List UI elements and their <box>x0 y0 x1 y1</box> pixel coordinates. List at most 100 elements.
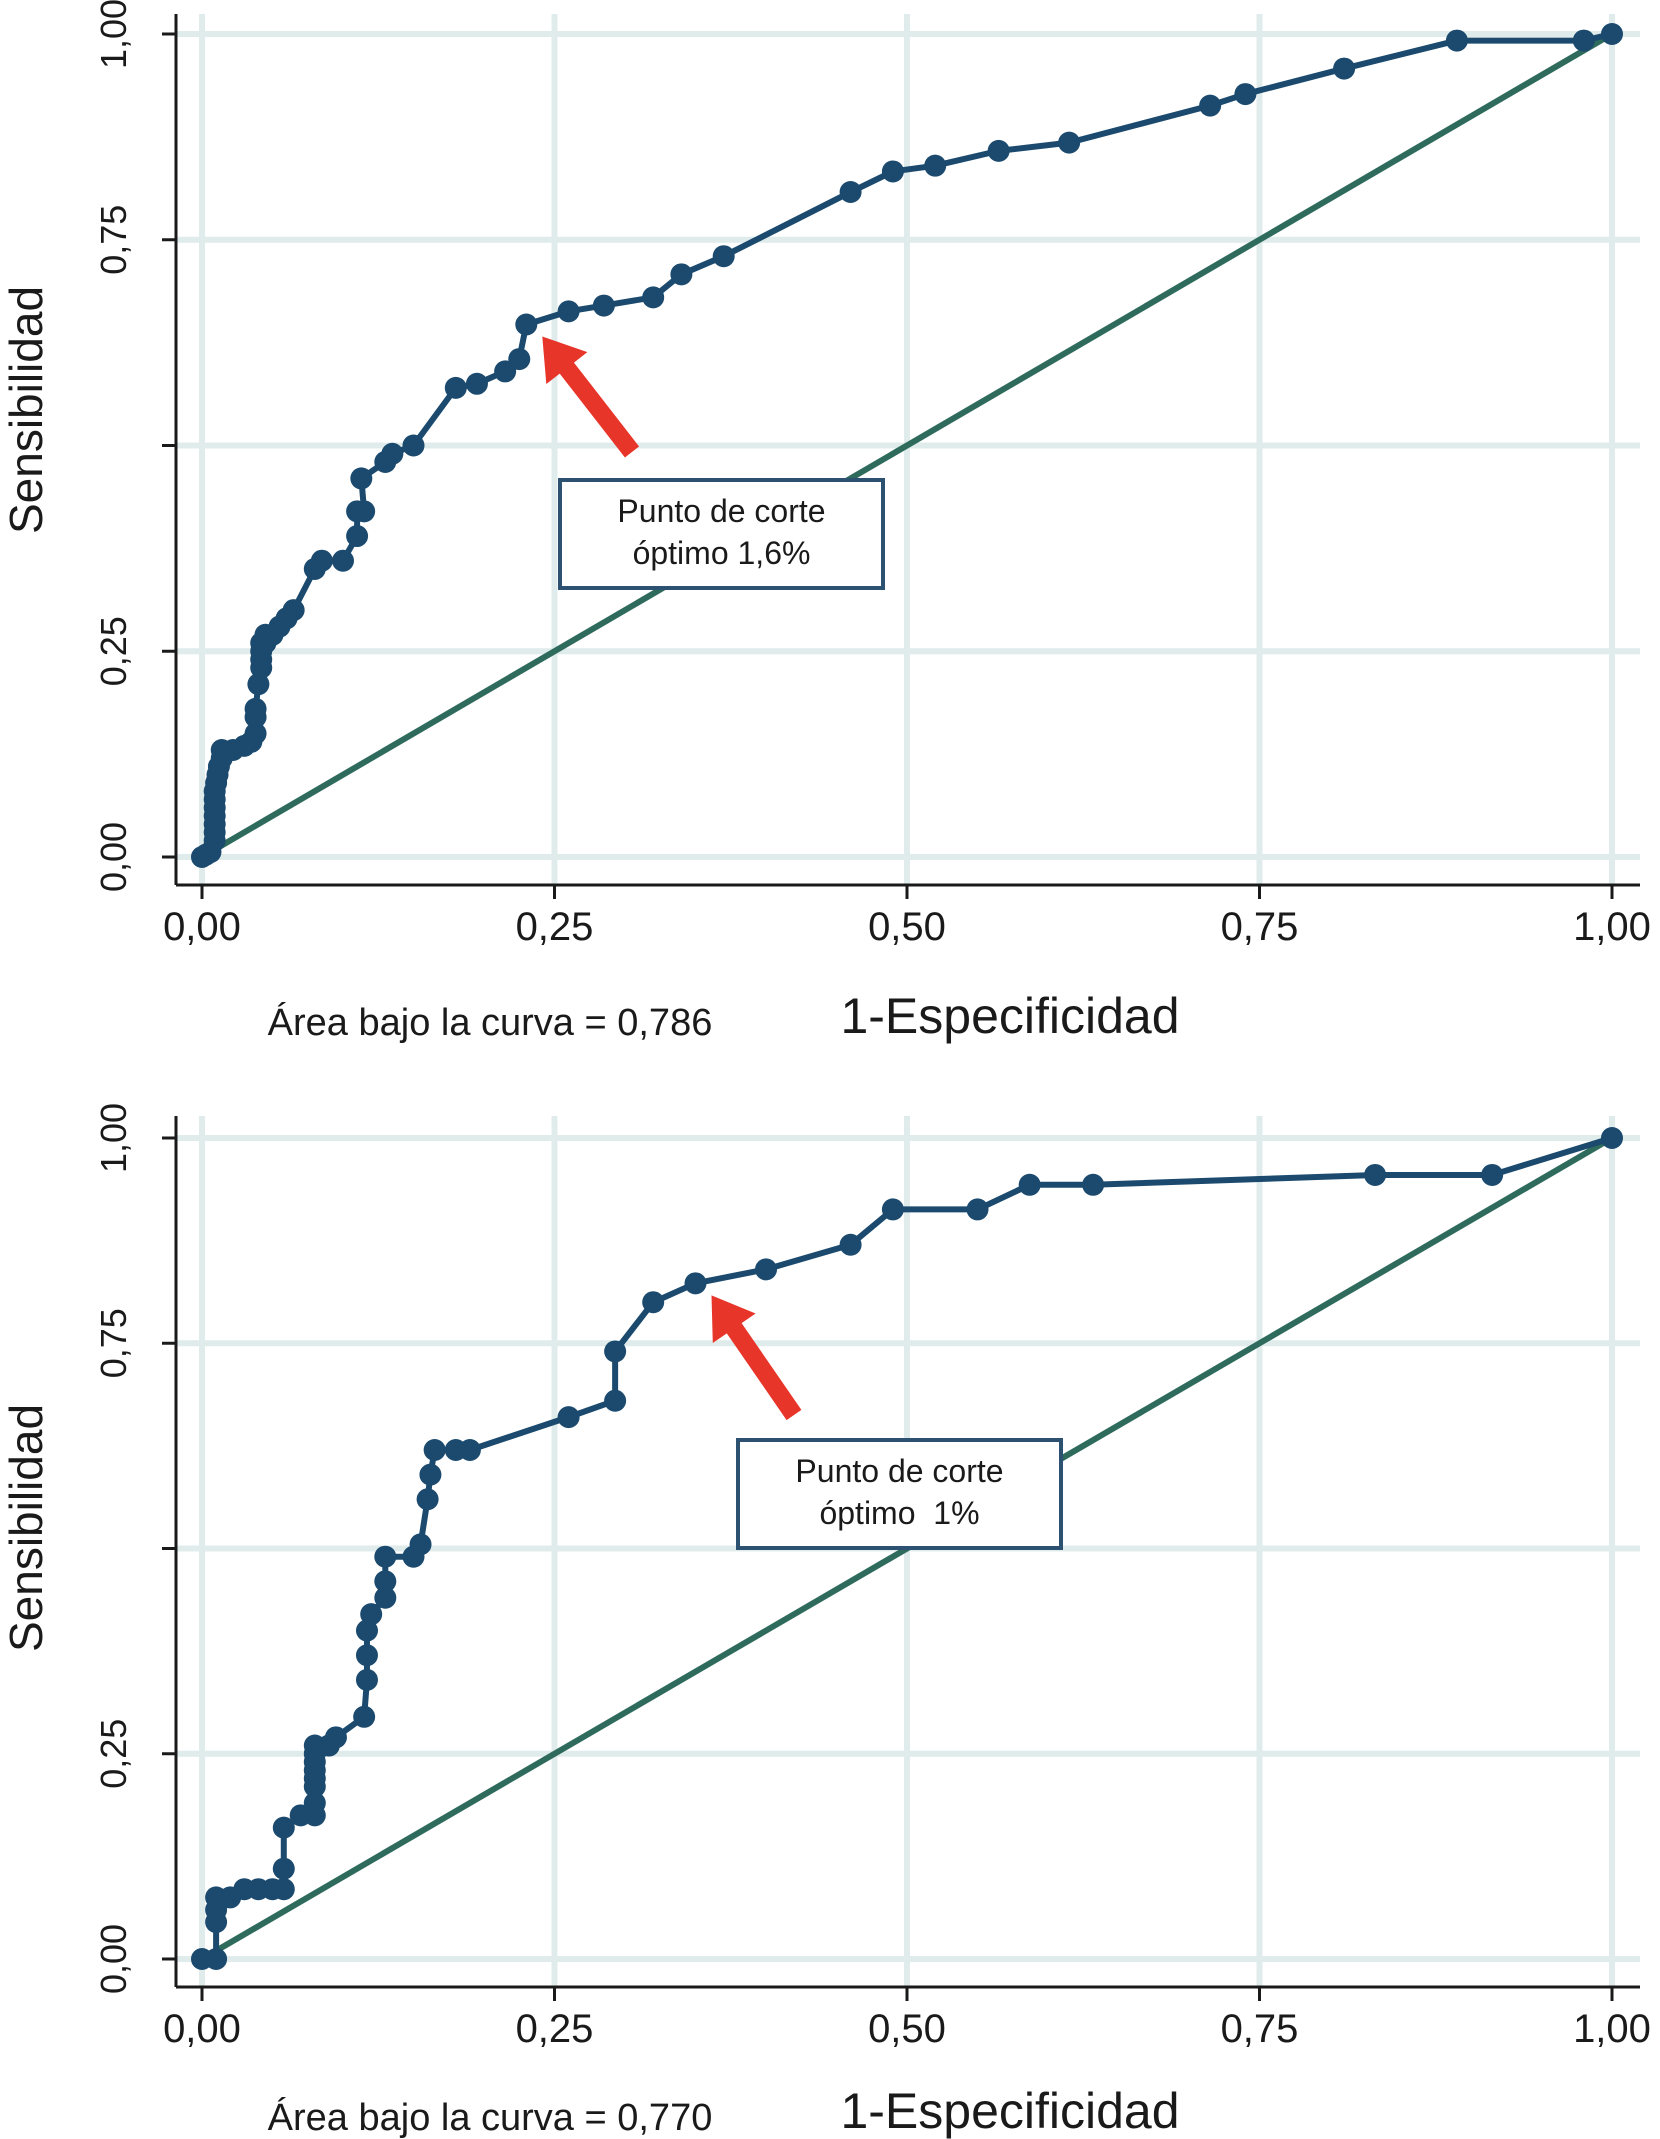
roc-point <box>881 160 904 183</box>
roc-point <box>303 1792 326 1815</box>
gridlines <box>176 14 1640 885</box>
roc-point <box>465 372 488 395</box>
optimal-cutoff-arrow <box>711 1295 802 1421</box>
roc-point <box>310 549 333 572</box>
roc-point <box>350 467 373 490</box>
roc-point <box>604 1340 627 1363</box>
x-tick-label: 0,25 <box>516 905 594 949</box>
roc-point <box>355 1668 378 1691</box>
roc-point <box>374 1586 397 1609</box>
roc-point <box>881 1198 904 1221</box>
roc-point <box>282 599 305 622</box>
x-tick-label: 0,00 <box>163 2007 241 2051</box>
x-axis-title: 1-Especificidad <box>840 2083 1179 2139</box>
annotation-text-line: Punto de corte <box>617 493 825 529</box>
roc-point <box>987 139 1010 162</box>
roc-point <box>360 1603 383 1626</box>
roc-point <box>592 294 615 317</box>
roc-point <box>353 500 376 523</box>
roc-point <box>670 263 693 286</box>
roc-point <box>839 1233 862 1256</box>
roc-point <box>1333 57 1356 80</box>
annotation-text-line: óptimo 1,6% <box>633 535 811 571</box>
y-tick-label: 0,00 <box>93 822 134 892</box>
roc-point <box>684 1272 707 1295</box>
roc-point <box>1445 29 1468 52</box>
roc-point <box>419 1463 442 1486</box>
x-tick-label: 1,00 <box>1573 905 1651 949</box>
roc-point <box>272 1857 295 1880</box>
roc-point <box>1234 83 1257 106</box>
annotation-box <box>736 1438 1063 1550</box>
y-tick-label: 0,25 <box>93 616 134 686</box>
roc-point <box>409 1533 432 1556</box>
roc-point <box>966 1198 989 1221</box>
roc-point <box>557 300 580 323</box>
y-tick-label: 0,75 <box>93 205 134 275</box>
roc-point <box>1199 94 1222 117</box>
roc-point <box>458 1438 481 1461</box>
roc-point <box>515 313 538 336</box>
roc-point <box>1082 1173 1105 1196</box>
roc-point <box>355 1644 378 1667</box>
roc-point <box>924 154 947 177</box>
y-tick-label: 1,00 <box>93 0 134 69</box>
annotation-box <box>558 478 885 590</box>
x-axis-title: 1-Especificidad <box>840 988 1179 1044</box>
roc-point <box>205 1948 228 1970</box>
x-tick-label: 0,75 <box>1221 2007 1299 2051</box>
x-tick-label: 0,00 <box>163 905 241 949</box>
y-axis-title: Sensibilidad <box>0 286 52 534</box>
x-tick-label: 0,75 <box>1221 905 1299 949</box>
roc-point <box>642 1291 665 1314</box>
y-axis-title: Sensibilidad <box>0 1404 52 1652</box>
y-tick-label: 0,00 <box>93 1924 134 1994</box>
roc-point <box>1572 29 1595 52</box>
roc-points <box>191 23 1623 868</box>
roc-point <box>244 697 267 720</box>
roc-point <box>642 286 665 309</box>
roc-point <box>1601 1127 1623 1149</box>
roc-point <box>839 181 862 204</box>
x-tick-label: 1,00 <box>1573 2007 1651 2051</box>
auc-label: Área bajo la curva = 0,786 <box>268 1001 713 1044</box>
roc-point <box>1601 23 1623 45</box>
roc-point <box>244 722 267 745</box>
roc-point <box>1481 1163 1504 1186</box>
roc-point <box>444 376 467 399</box>
x-tick-label: 0,50 <box>868 905 946 949</box>
annotation-text-line: óptimo 1% <box>819 1495 979 1531</box>
roc-point <box>324 1726 347 1749</box>
plot-area <box>191 23 1623 868</box>
x-tick-label: 0,25 <box>516 2007 594 2051</box>
roc-point <box>557 1406 580 1429</box>
roc-chart-1: 0,00 0,25 0,50 0,75 1,00 0,00 0,25 0,75 1,00 Sens… <box>0 0 1651 1044</box>
roc-point <box>1364 1163 1387 1186</box>
roc-point <box>346 525 369 548</box>
roc-point <box>755 1258 777 1281</box>
roc-point <box>381 442 404 465</box>
roc-points <box>191 1127 1623 1970</box>
y-tick-label: 0,75 <box>93 1308 134 1378</box>
roc-point <box>272 1816 295 1839</box>
roc-point <box>402 434 425 457</box>
roc-point <box>247 673 270 696</box>
roc-point <box>374 1570 397 1593</box>
roc-point <box>272 1878 295 1901</box>
auc-label: Área bajo la curva = 0,770 <box>268 2096 713 2139</box>
roc-point <box>604 1389 627 1412</box>
annotation-text-line: Punto de corte <box>795 1453 1003 1489</box>
y-tick-label: 1,00 <box>93 1103 134 1173</box>
y-tick-label: 0,25 <box>93 1719 134 1789</box>
roc-point <box>1058 131 1081 154</box>
roc-point <box>374 1545 397 1568</box>
x-tick-label: 0,50 <box>868 2007 946 2051</box>
roc-point <box>353 1705 376 1728</box>
roc-point <box>416 1488 439 1511</box>
roc-point <box>423 1438 446 1461</box>
roc-point <box>712 245 735 268</box>
roc-point <box>332 549 354 572</box>
roc-chart-2: 0,00 0,25 0,50 0,75 1,00 0,00 0,25 0,75 1,00 Sens… <box>0 1103 1651 2139</box>
reference-diagonal-line <box>200 31 1614 860</box>
